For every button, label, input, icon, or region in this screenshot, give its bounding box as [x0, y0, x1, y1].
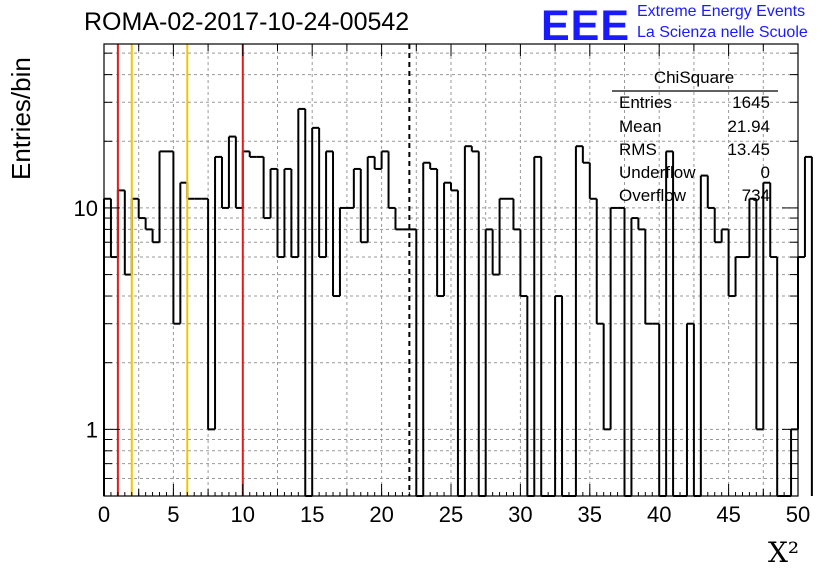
y-axis-label: Entries/bin [6, 57, 36, 180]
x-tick-label: 50 [786, 502, 810, 527]
x-axis-label: X² [768, 536, 800, 569]
grid-lines [104, 44, 798, 497]
eee-logo: EEE [541, 2, 631, 50]
stats-title: ChiSquare [653, 68, 735, 87]
x-tick-label: 0 [98, 502, 110, 527]
stats-name: Entries [619, 93, 672, 112]
logo-subtitle-1: Extreme Energy Events [637, 3, 806, 20]
x-tick-label: 25 [439, 502, 463, 527]
reference-lines [116, 44, 411, 496]
chart-title: ROMA-02-2017-10-24-00542 [84, 8, 410, 36]
stats-name: Underflow [619, 163, 696, 182]
logo-subtitle-2: La Scienza nelle Scuole [637, 24, 808, 41]
stats-name: RMS [619, 140, 657, 159]
stats-value: 1645 [732, 93, 770, 112]
x-tick-label: 40 [647, 502, 671, 527]
stats-value: 21.94 [727, 117, 770, 136]
x-tick-label: 20 [369, 502, 393, 527]
x-tick-label: 35 [578, 502, 602, 527]
stats-value: 0 [760, 163, 770, 182]
x-tick-label: 15 [300, 502, 324, 527]
x-tick-label: 10 [231, 502, 255, 527]
histogram-series [103, 107, 813, 497]
stats-value: 734 [741, 186, 770, 205]
x-tick-label: 5 [167, 502, 179, 527]
y-tick-label: 10 [74, 196, 98, 221]
axis-ticks: 0 5 10 15 20 25 30 35 40 45 50 1 10 [74, 44, 810, 527]
stats-name: Overflow [619, 186, 687, 205]
stats-name: Mean [619, 117, 662, 136]
stats-value: 13.45 [727, 140, 770, 159]
x-tick-label: 30 [508, 502, 532, 527]
plot-frame [103, 43, 799, 497]
y-tick-label: 1 [86, 417, 98, 442]
x-tick-label: 45 [716, 502, 740, 527]
